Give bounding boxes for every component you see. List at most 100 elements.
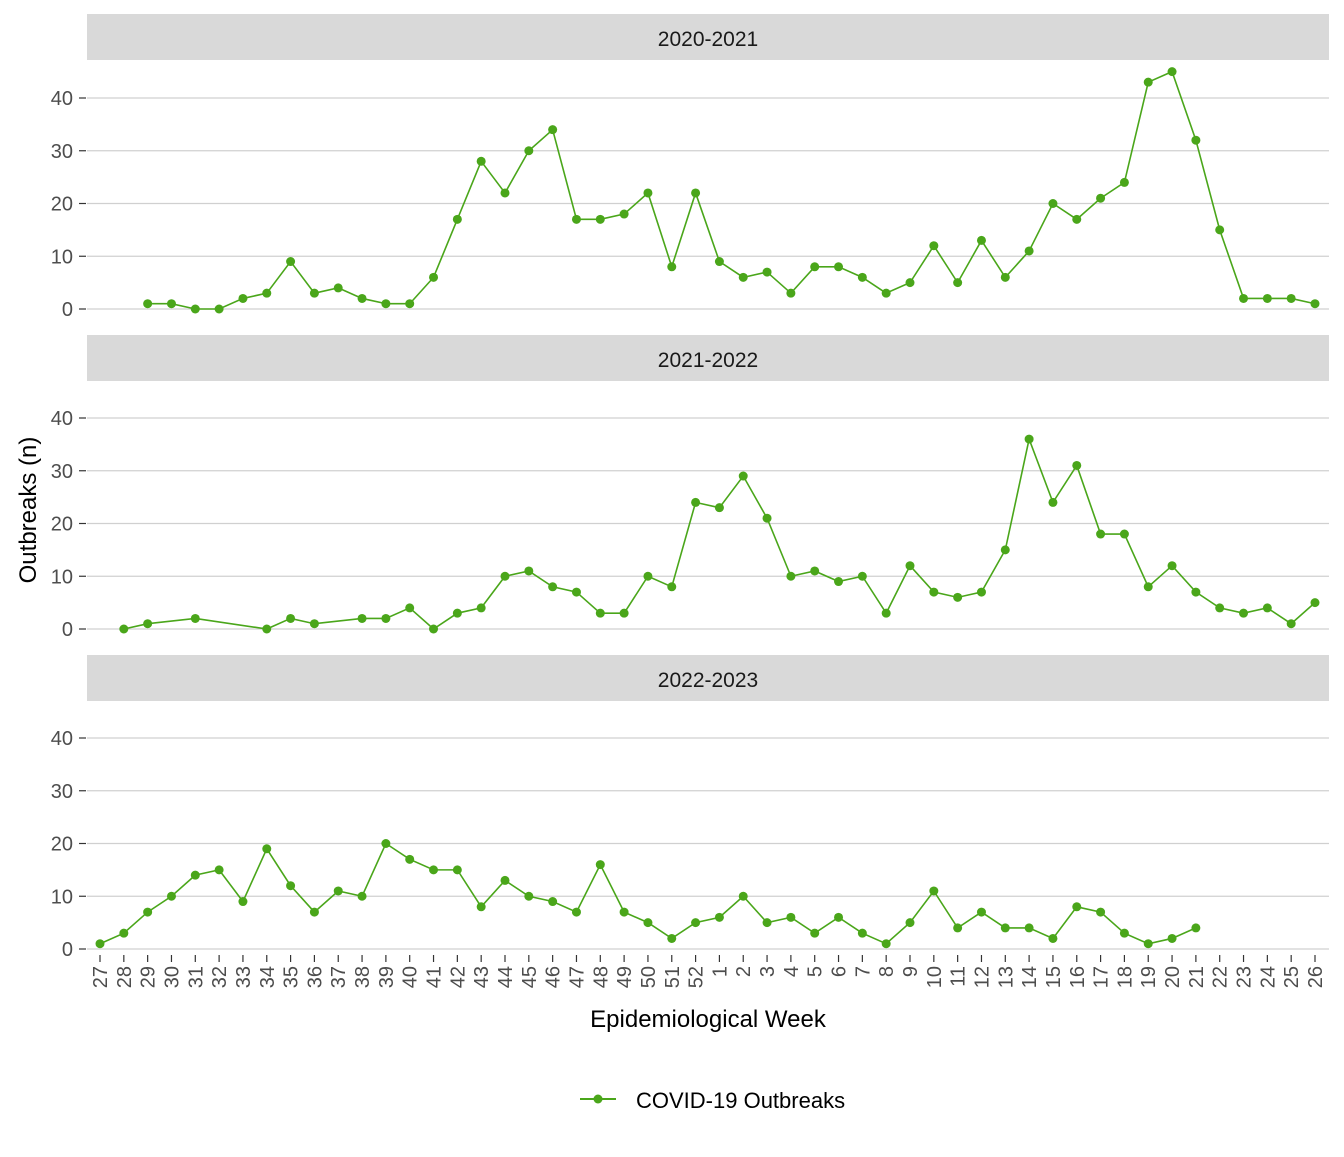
- data-point: [1143, 582, 1153, 592]
- x-tick-label: 1: [709, 966, 731, 977]
- y-tick-label: 0: [62, 619, 73, 641]
- data-point: [1000, 545, 1010, 555]
- data-point: [476, 902, 486, 912]
- data-point: [1024, 923, 1034, 933]
- data-point: [976, 907, 986, 917]
- data-point: [166, 891, 176, 901]
- data-point: [929, 587, 939, 597]
- series-line: [147, 70, 1316, 310]
- data-point: [1191, 587, 1201, 597]
- data-point: [1167, 561, 1177, 571]
- x-tick-label: 16: [1067, 966, 1089, 988]
- y-tick-label: 0: [62, 299, 73, 321]
- data-point: [691, 188, 701, 198]
- data-point: [571, 214, 581, 224]
- y-axis-title: Outbreaks (n): [15, 437, 42, 584]
- legend: COVID-19 Outbreaks: [580, 1088, 845, 1113]
- x-axis: 27 28 29 30 31 32 33 34 35 36 37 38 39 40 41 42 43 44 45 46…: [90, 955, 1327, 988]
- data-point: [667, 262, 677, 272]
- data-point: [429, 624, 439, 634]
- data-point: [309, 288, 319, 298]
- data-point: [524, 146, 534, 156]
- data-point: [262, 624, 272, 634]
- data-point: [548, 897, 558, 907]
- y-tick-label: 10: [51, 886, 73, 908]
- data-point: [619, 608, 629, 618]
- data-point: [595, 608, 605, 618]
- data-point: [1239, 293, 1249, 303]
- data-point: [214, 304, 224, 314]
- panel-strip: [87, 335, 1329, 381]
- data-point: [286, 881, 296, 891]
- data-point: [1215, 603, 1225, 613]
- data-point: [1167, 933, 1177, 943]
- x-tick-label: 43: [471, 966, 493, 988]
- data-point: [1215, 225, 1225, 235]
- data-point: [834, 912, 844, 922]
- data-point: [810, 928, 820, 938]
- data-point: [738, 891, 748, 901]
- data-point: [1048, 933, 1058, 943]
- panel-strip: [87, 14, 1329, 60]
- data-point: [976, 587, 986, 597]
- data-point: [1286, 619, 1296, 629]
- panel-title: 2022-2023: [658, 669, 758, 692]
- data-point: [714, 257, 724, 267]
- data-point: [1191, 923, 1201, 933]
- data-point: [595, 214, 605, 224]
- data-point: [429, 865, 439, 875]
- data-point: [95, 939, 105, 949]
- data-point: [262, 844, 272, 854]
- data-point: [500, 571, 510, 581]
- x-tick-label: 15: [1043, 966, 1065, 988]
- data-point: [953, 278, 963, 288]
- data-point: [405, 603, 415, 613]
- data-point: [1286, 293, 1296, 303]
- data-point: [667, 933, 677, 943]
- y-tick-label: 10: [51, 566, 73, 588]
- data-point: [143, 619, 153, 629]
- data-point: [929, 886, 939, 896]
- data-point: [881, 288, 891, 298]
- x-tick-label: 6: [829, 966, 851, 977]
- data-point: [1262, 603, 1272, 613]
- data-point: [619, 209, 629, 219]
- data-point: [190, 304, 200, 314]
- data-point: [905, 918, 915, 928]
- x-tick-label: 13: [995, 966, 1017, 988]
- data-point: [786, 571, 796, 581]
- data-point: [953, 592, 963, 602]
- y-tick-label: 40: [51, 88, 73, 110]
- data-point: [452, 865, 462, 875]
- data-point: [357, 891, 367, 901]
- data-point: [857, 272, 867, 282]
- y-tick-label: 10: [51, 246, 73, 268]
- data-point: [691, 918, 701, 928]
- x-tick-label: 40: [400, 966, 422, 988]
- data-point: [643, 918, 653, 928]
- data-point: [810, 262, 820, 272]
- data-point: [381, 299, 391, 309]
- x-tick-label: 26: [1305, 966, 1327, 988]
- data-point: [524, 891, 534, 901]
- x-tick-label: 4: [781, 966, 803, 977]
- x-tick-label: 51: [662, 966, 684, 988]
- data-point: [810, 566, 820, 576]
- x-tick-label: 44: [495, 966, 517, 988]
- data-point: [143, 907, 153, 917]
- data-point: [548, 582, 558, 592]
- x-tick-label: 7: [852, 966, 874, 977]
- y-tick-label: 20: [51, 834, 73, 856]
- data-point: [143, 299, 153, 309]
- data-point: [834, 262, 844, 272]
- data-point: [524, 566, 534, 576]
- x-tick-label: 47: [566, 966, 588, 988]
- data-point: [119, 624, 129, 634]
- data-point: [834, 577, 844, 587]
- x-tick-label: 46: [543, 966, 565, 988]
- data-point: [905, 561, 915, 571]
- x-tick-label: 41: [424, 966, 446, 988]
- y-tick-label: 30: [51, 461, 73, 483]
- data-point: [1119, 529, 1129, 539]
